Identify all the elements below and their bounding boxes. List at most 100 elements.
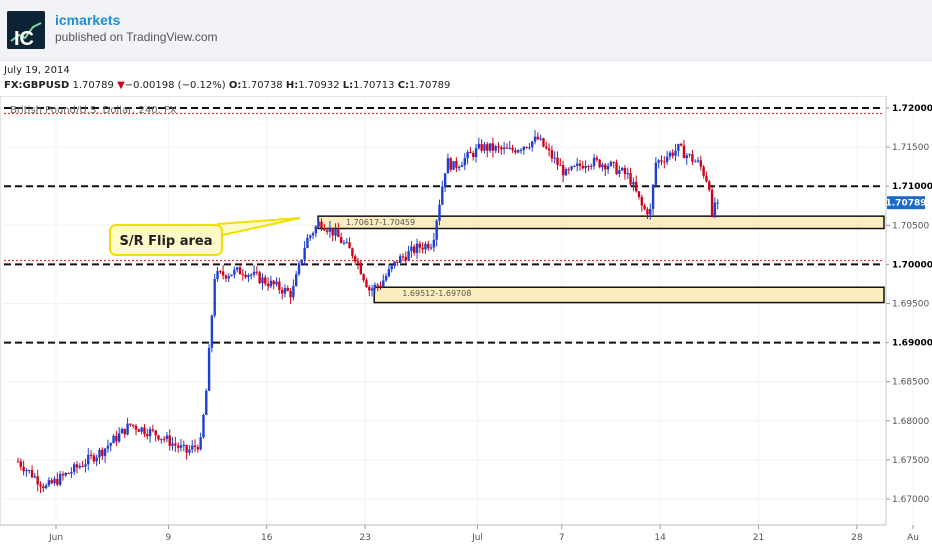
y-tick-label: 1.71000 — [892, 182, 932, 192]
candle-body — [120, 428, 124, 434]
candle-body — [309, 235, 312, 238]
candle-body — [174, 443, 177, 446]
candle-body — [508, 147, 511, 149]
candle-body — [148, 429, 152, 437]
y-tick-label: 1.67500 — [892, 456, 929, 466]
candle-body — [519, 149, 523, 151]
candle-body — [283, 288, 287, 294]
low-value: 1.70713 — [353, 80, 395, 91]
candle-body — [328, 227, 332, 232]
candle-body — [384, 276, 388, 281]
candle-body — [533, 136, 537, 142]
candle-body — [449, 158, 452, 170]
candle-body — [42, 486, 45, 489]
candle-body — [337, 229, 340, 238]
candle-body — [651, 184, 655, 209]
y-axis: 1.72000 1.71500 1.71000 1.70500 1.70000 1.695… — [886, 102, 932, 505]
candle-body — [134, 425, 138, 430]
candle-body — [132, 424, 135, 426]
candle-body — [269, 280, 273, 287]
icmarkets-logo-icon: IC — [7, 11, 45, 49]
candle-body — [640, 197, 644, 206]
candle-body — [696, 160, 700, 162]
candle-body — [615, 162, 618, 175]
candle-body — [587, 166, 590, 168]
candle-body — [590, 165, 593, 167]
candle-body — [64, 473, 67, 476]
candle-body — [536, 136, 540, 140]
candle-body — [682, 145, 686, 159]
candle-body — [609, 161, 613, 166]
callout-box — [109, 224, 223, 256]
low-label: L: — [342, 80, 354, 91]
candle-body — [604, 164, 607, 170]
zone-label: 1.70617-1.70459 — [346, 218, 415, 227]
candle-body — [505, 147, 509, 149]
candle-body — [705, 175, 708, 182]
candle-body — [486, 144, 489, 151]
candle-body — [365, 280, 368, 288]
candle-body — [317, 221, 320, 227]
candle-body — [196, 447, 200, 450]
candle-body — [176, 445, 180, 448]
candle-body — [193, 445, 197, 448]
candle-body — [421, 247, 424, 250]
candle-body — [146, 434, 149, 437]
candle-body — [207, 347, 211, 391]
candle-body — [379, 285, 382, 287]
candle-body — [382, 280, 385, 287]
candle-body — [441, 186, 444, 205]
chart-title: British Pound/U.S. Dollar, 240, FX — [10, 105, 177, 116]
candle-body — [393, 261, 396, 266]
candle-body — [112, 435, 115, 444]
candle-body — [286, 288, 289, 291]
y-tick-label: 1.71500 — [892, 143, 929, 153]
candle-body — [553, 157, 556, 159]
x-tick-label: 9 — [166, 533, 172, 543]
last-price-tag-label: 1.70789 — [886, 199, 927, 209]
y-level-tag-bg — [889, 102, 926, 114]
candle-body — [500, 147, 503, 150]
candle-body — [143, 427, 146, 435]
candle-body — [514, 150, 517, 153]
candle-body — [396, 261, 399, 263]
zones: 1.70617-1.70459 1.69512-1.69708 — [317, 215, 885, 304]
candle-body — [44, 485, 48, 489]
x-tick-label: Jun — [48, 533, 63, 543]
candle-body — [165, 435, 169, 439]
candle-body — [354, 256, 357, 262]
snapshot-date: July 19, 2014 — [4, 65, 70, 76]
candle-body — [637, 191, 641, 198]
candle-body — [58, 474, 62, 485]
x-tick-label: 23 — [359, 533, 370, 543]
candle-body — [494, 146, 497, 151]
candle-body — [323, 228, 326, 231]
candle-body — [663, 161, 666, 163]
candle-body — [351, 248, 354, 257]
candle-body — [297, 263, 301, 275]
open-value: 1.70738 — [241, 80, 283, 91]
candle-body — [205, 390, 208, 415]
y-tick-label: 1.70000 — [892, 260, 932, 270]
candle-body — [497, 146, 500, 148]
candle-body — [235, 267, 239, 270]
price-chart[interactable]: 1.70617-1.70459 1.69512-1.69708 S/R Flip … — [0, 96, 932, 550]
candle-body — [311, 233, 315, 236]
candle-body — [671, 152, 674, 156]
author-name[interactable]: icmarkets — [55, 12, 121, 28]
candle-body — [694, 161, 697, 163]
candle-body — [306, 237, 309, 248]
candle-body — [219, 271, 222, 273]
candle-body — [699, 160, 703, 167]
candle-body — [649, 208, 652, 215]
candle-body — [199, 437, 202, 450]
candle-body — [677, 143, 680, 151]
candle-body — [188, 449, 191, 453]
candle-body — [202, 414, 205, 438]
publisher-logo[interactable]: IC — [7, 11, 45, 49]
candle-body — [191, 445, 194, 450]
candle-body — [103, 448, 107, 456]
candle-body — [280, 289, 284, 294]
candle-body — [168, 435, 171, 446]
candle-body — [75, 464, 79, 468]
